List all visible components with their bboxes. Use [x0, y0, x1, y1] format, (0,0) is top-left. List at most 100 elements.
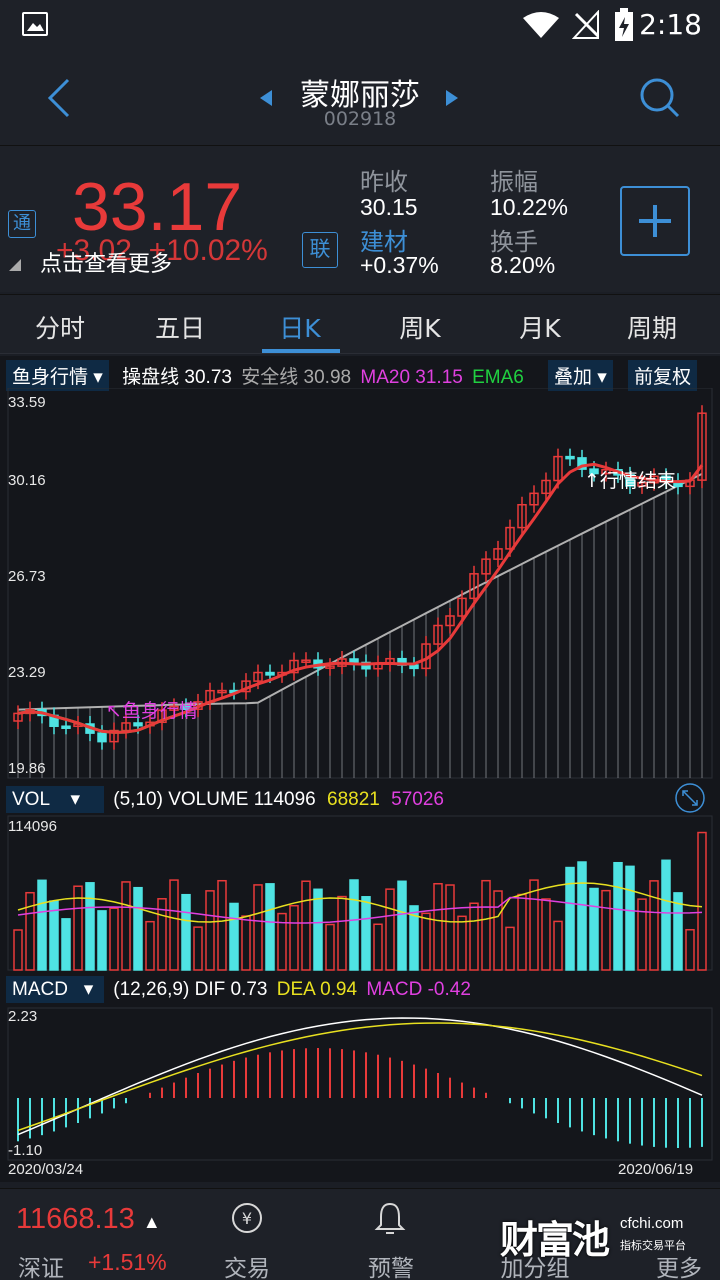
vol-ma5-line	[17, 882, 703, 923]
volume-bar	[277, 912, 287, 971]
next-stock-icon[interactable]	[444, 88, 460, 108]
tab-zhouk[interactable]: 周K	[399, 314, 441, 343]
tong-badge[interactable]: 通	[8, 210, 36, 238]
volume-bar	[625, 865, 635, 971]
index-value-row[interactable]: 11668.13 ▲	[16, 1203, 161, 1236]
more-tip[interactable]: 点击查看更多	[40, 252, 173, 277]
nav-alert[interactable]: 预警	[368, 1256, 414, 1280]
kline-y-tick: 19.86	[8, 760, 46, 777]
nav-more[interactable]: 更多	[656, 1256, 702, 1280]
tab-zhouqi[interactable]: 周期	[626, 314, 677, 343]
volume-bar	[145, 920, 155, 971]
volume-bar	[193, 926, 203, 971]
macd-label: MACD	[366, 979, 423, 1000]
tab-rik[interactable]: 日K	[279, 314, 321, 343]
macd-dropdown-label: MACD	[12, 979, 68, 1000]
stock-code: 002918	[323, 108, 397, 130]
up-triangle-icon: ▲	[142, 1212, 161, 1232]
period-tabs: 分时 五日 日K 周K 月K 周期	[0, 294, 720, 354]
volume-bar	[217, 879, 227, 971]
volume-bar	[697, 831, 707, 971]
lian-button[interactable]: 联	[302, 232, 338, 268]
chart-area[interactable]: 鱼身行情 ▾ 操盘线 30.73 安全线 30.98 MA20 31.15 EM…	[0, 356, 720, 1182]
volume-bar	[553, 920, 563, 971]
volume-bar	[97, 910, 107, 971]
change-value: +3.02	[56, 234, 132, 267]
volume-bar	[673, 892, 683, 971]
fq-button[interactable]: 前复权	[628, 360, 698, 391]
macd-dropdown[interactable]: MACD ▾	[6, 976, 104, 1003]
volume-bar	[229, 902, 239, 971]
tab-fenshi[interactable]: 分时	[34, 314, 85, 343]
dif-value: 0.73	[230, 979, 268, 1000]
header: 蒙娜丽莎 002918	[0, 50, 720, 146]
volume-bar	[181, 893, 191, 971]
tab-wuri[interactable]: 五日	[154, 314, 205, 343]
nav-trade[interactable]: 交易	[224, 1256, 270, 1280]
gallery-icon	[22, 12, 48, 36]
volume-bar	[13, 929, 23, 971]
vol-dropdown-label: VOL	[12, 789, 50, 810]
volume-bar	[397, 880, 407, 971]
vol-y-max: 114096	[8, 818, 57, 835]
bell-icon[interactable]	[374, 1201, 406, 1237]
status-bar: 2:18	[0, 0, 720, 50]
volume-bar	[661, 859, 671, 971]
volume-bar	[301, 880, 311, 971]
volume-bar	[133, 886, 143, 971]
overlay-controls: 叠加 ▾ 前复权	[548, 360, 698, 391]
candle	[217, 689, 227, 694]
candle	[109, 729, 119, 743]
candle	[553, 455, 563, 482]
candle	[409, 664, 419, 670]
indicator-dropdown[interactable]: 鱼身行情 ▾	[6, 360, 109, 391]
volume-bar	[25, 891, 35, 971]
vol-ma10-line	[17, 896, 703, 924]
candle	[433, 624, 443, 645]
volume-legend: VOL ▾ (5,10) VOLUME 114096 68821 57026	[6, 786, 444, 813]
candle	[181, 705, 191, 710]
candle	[169, 705, 179, 711]
volume-bar	[649, 880, 659, 971]
candle	[157, 709, 167, 724]
sector-label[interactable]: 建材	[360, 228, 408, 256]
quote-panel[interactable]: 通 33.17 +3.02 +10.02% 点击查看更多 联 昨收 30.15 …	[0, 146, 720, 292]
volume-bar	[613, 861, 623, 971]
macd-legend: MACD ▾ (12,26,9) DIF 0.73 DEA 0.94 MACD …	[6, 976, 471, 1003]
prev-close-value: 30.15	[360, 194, 418, 220]
volume-bar	[85, 882, 95, 971]
trade-icon[interactable]: ¥	[230, 1201, 264, 1235]
dea-value: 0.94	[320, 979, 358, 1000]
search-icon[interactable]	[638, 76, 682, 120]
fullscreen-icon[interactable]	[674, 782, 706, 814]
candle	[493, 548, 503, 560]
volume-bar	[457, 915, 467, 971]
wifi-icon	[523, 12, 559, 38]
add-watchlist-button[interactable]	[620, 186, 690, 256]
candle	[577, 457, 587, 470]
nav-add-group[interactable]: 加分组	[500, 1256, 570, 1280]
candle	[121, 722, 131, 732]
annotation-end: ↑行情结束	[584, 470, 676, 492]
status-time: 2:18	[639, 8, 702, 41]
watermark-logo: 财富池 cfchi.com 指标交易平台	[500, 1205, 714, 1275]
prev-stock-icon[interactable]	[258, 88, 274, 108]
expand-corner-icon	[9, 259, 21, 271]
overlay-dropdown[interactable]: 叠加 ▾	[548, 360, 613, 391]
vol-params: (5,10)	[113, 789, 163, 810]
tab-indicator	[262, 349, 340, 353]
amplitude-value: 10.22%	[490, 194, 569, 220]
macd-y-min: -1.10	[8, 1142, 43, 1159]
overlay-dropdown-label: 叠加	[554, 367, 593, 388]
back-icon[interactable]	[44, 76, 74, 120]
volume-bar	[517, 893, 527, 971]
vol-dropdown[interactable]: VOL ▾	[6, 786, 104, 813]
tab-yuek[interactable]: 月K	[519, 314, 561, 343]
chart-canvas[interactable]	[0, 388, 720, 1182]
volume-bar	[565, 866, 575, 971]
volume-bar	[37, 879, 47, 971]
volume-bar	[505, 926, 515, 971]
macd-y-max: 2.23	[8, 1008, 38, 1025]
volume-bar	[589, 887, 599, 971]
kline-y-tick: 33.59	[8, 394, 46, 411]
